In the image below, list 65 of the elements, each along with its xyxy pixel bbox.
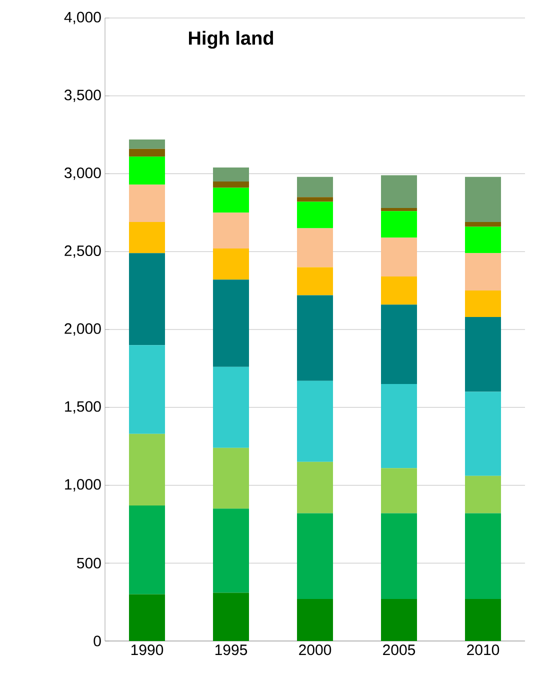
bar (297, 267, 333, 296)
bar (381, 211, 417, 238)
bar (128, 345, 165, 434)
bar (381, 304, 417, 384)
bar (465, 253, 501, 291)
bar (297, 513, 333, 599)
bar (381, 513, 417, 599)
bar (128, 148, 165, 157)
bar (128, 253, 165, 346)
y-tick-label: 4,000 (64, 12, 101, 24)
x-tick-label: 2010 (467, 644, 500, 656)
bar (465, 392, 501, 476)
bar (381, 276, 417, 305)
bar (465, 598, 501, 641)
bar (212, 168, 249, 182)
bar (297, 228, 333, 268)
bar (128, 594, 165, 641)
y-tick-label: 1,500 (65, 401, 101, 414)
bar (297, 176, 333, 198)
bar (128, 184, 165, 222)
x-tick-label: 1990 (131, 644, 164, 656)
bar (212, 248, 249, 280)
bar (381, 598, 417, 641)
bar (212, 182, 249, 188)
bar (212, 592, 249, 641)
bar (128, 156, 165, 185)
bar (212, 212, 249, 249)
bar (297, 462, 333, 514)
bar (465, 226, 501, 254)
bar (297, 598, 333, 641)
x-tick-label: 1995 (215, 644, 248, 656)
bar (212, 508, 249, 593)
bar (381, 208, 417, 212)
bar (465, 222, 501, 227)
bar (465, 176, 501, 222)
bar (381, 468, 417, 514)
y-tick-label: 1,000 (65, 479, 101, 492)
bar (212, 448, 249, 509)
y-tick-label: 2,500 (64, 245, 101, 258)
y-tick-label: 2,000 (64, 323, 101, 336)
bar (297, 295, 333, 381)
bar (381, 175, 417, 208)
bar (128, 505, 165, 594)
y-tick-label: 0 (94, 636, 101, 646)
text: High land (188, 30, 274, 49)
y-tick-label: 500 (77, 558, 101, 568)
bar (465, 476, 501, 514)
y-tick-label: 3,000 (64, 168, 101, 180)
bar (465, 317, 501, 392)
bar (128, 434, 165, 506)
bar (297, 197, 333, 202)
bar (212, 366, 249, 448)
bar (212, 188, 249, 213)
bar (128, 222, 165, 254)
bar (297, 380, 333, 462)
bar (381, 238, 417, 277)
x-tick-label: 2005 (383, 644, 416, 656)
bar (128, 139, 165, 149)
bar (297, 202, 333, 228)
bar (212, 280, 249, 367)
bar (381, 384, 417, 468)
y-tick-label: 3,500 (64, 90, 101, 102)
bar (465, 513, 501, 599)
x-tick-label: 2000 (299, 644, 332, 656)
bar (465, 290, 501, 318)
